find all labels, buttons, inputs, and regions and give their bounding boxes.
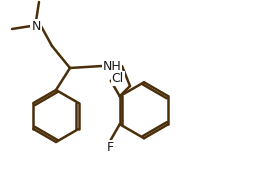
Text: F: F [107,141,114,154]
Text: NH: NH [103,59,121,72]
Text: N: N [31,20,41,33]
Text: Cl: Cl [112,72,124,85]
